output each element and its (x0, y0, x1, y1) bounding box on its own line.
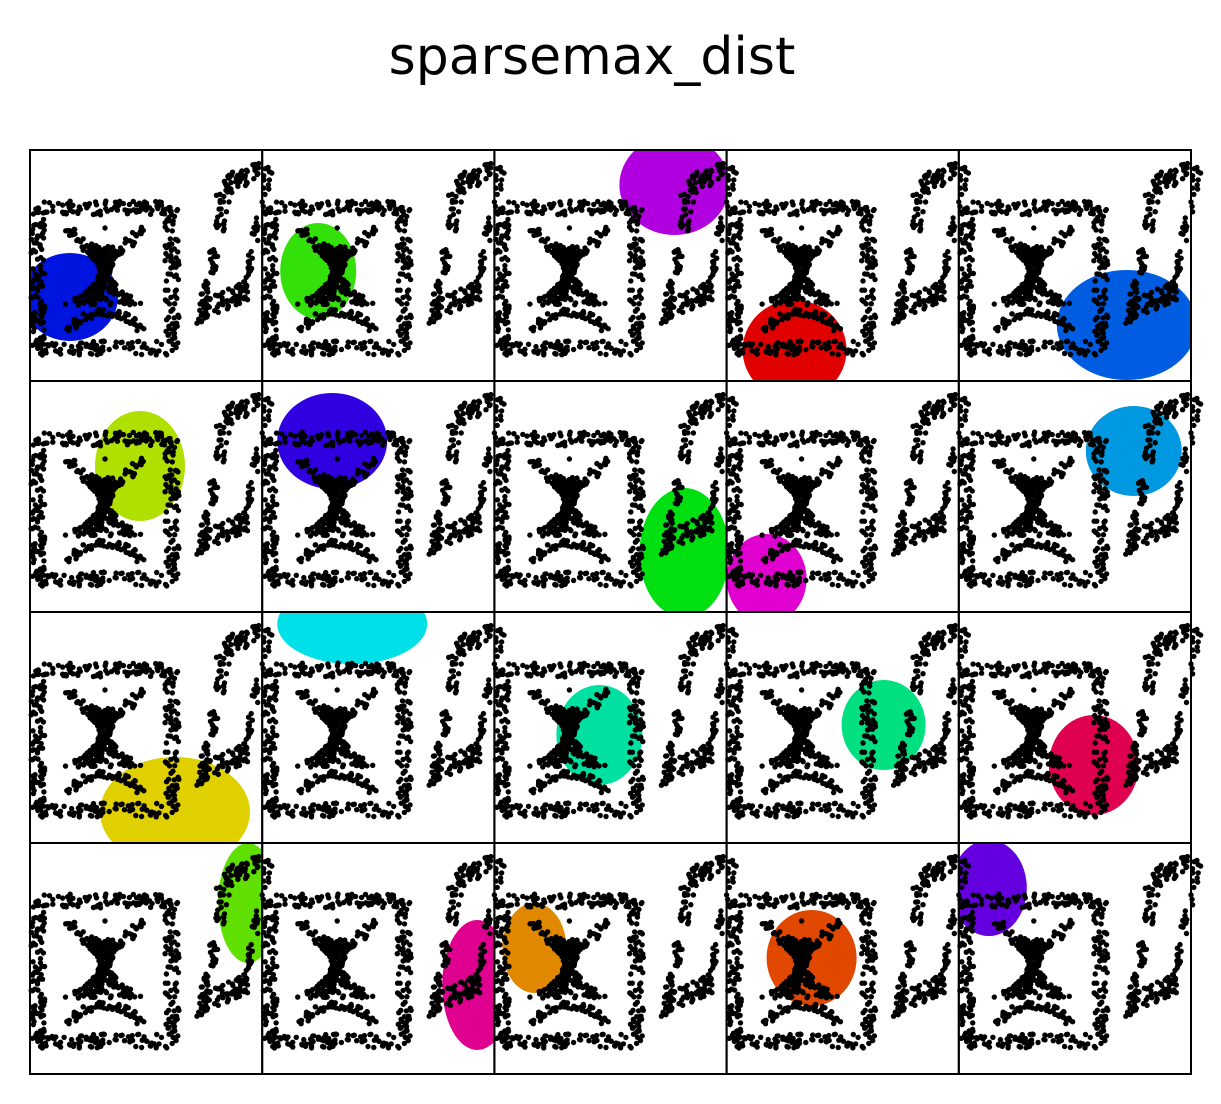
region (958, 843, 1027, 936)
blobs (30, 150, 1191, 1050)
region (619, 150, 727, 235)
region (639, 488, 727, 612)
chart-title: sparsemax_dist (389, 27, 796, 87)
region (726, 534, 807, 612)
region (502, 903, 567, 993)
frames (29, 149, 1192, 1075)
region (277, 612, 428, 664)
region (1085, 406, 1182, 496)
panel-frame (957, 842, 1192, 1075)
